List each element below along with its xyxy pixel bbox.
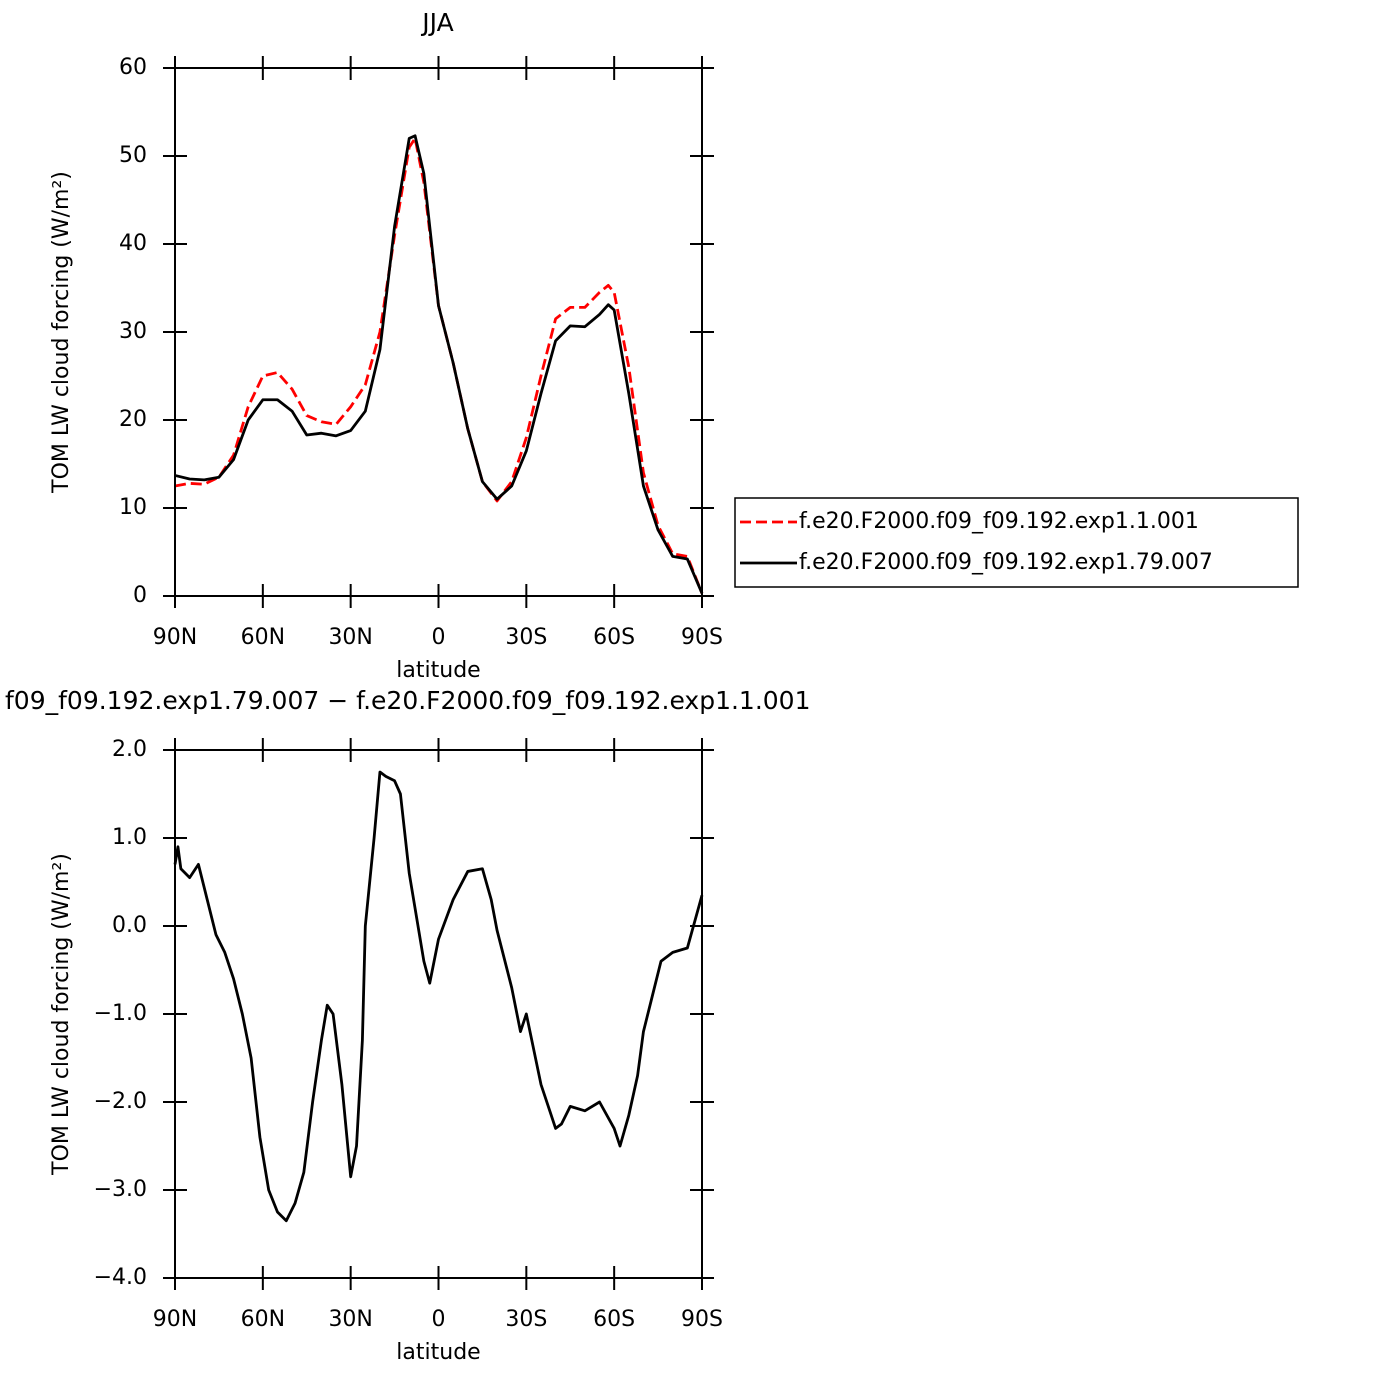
y-axis-label: TOM LW cloud forcing (W/m²) <box>49 853 74 1176</box>
y-tick-label: −2.0 <box>94 1089 147 1114</box>
x-tick-label: 90N <box>153 1307 197 1332</box>
y-tick-label: −3.0 <box>94 1177 147 1202</box>
data-line <box>174 134 704 594</box>
y-tick-label: 60 <box>119 55 147 80</box>
y-tick-label: 40 <box>119 231 147 256</box>
x-tick-label: 90N <box>153 625 197 650</box>
y-tick-label: −1.0 <box>94 1001 147 1026</box>
x-tick-label: 30S <box>505 1307 547 1332</box>
x-tick-label: 30N <box>328 625 372 650</box>
y-tick-label: 10 <box>119 495 147 520</box>
y-tick-label: −4.0 <box>94 1265 147 1290</box>
x-tick-label: 0 <box>432 625 446 650</box>
legend-label: f.e20.F2000.f09_f09.192.exp1.1.001 <box>799 509 1199 534</box>
x-tick-label: 30S <box>505 625 547 650</box>
plot-frame <box>174 749 703 1279</box>
x-tick-label: 60N <box>241 625 285 650</box>
y-tick-label: 50 <box>119 143 147 168</box>
x-tick-label: 30N <box>328 1307 372 1332</box>
x-tick-label: 90S <box>681 625 723 650</box>
data-line <box>173 770 704 1223</box>
x-tick-label: 0 <box>432 1307 446 1332</box>
chart-title: f09_f09.192.exp1.79.007 − f.e20.F2000.f0… <box>5 686 811 715</box>
y-tick-label: 0.0 <box>112 913 147 938</box>
x-tick-label: 60N <box>241 1307 285 1332</box>
x-tick-label: 60S <box>593 1307 635 1332</box>
y-tick-label: 20 <box>119 407 147 432</box>
x-tick-label: 90S <box>681 1307 723 1332</box>
y-tick-label: 2.0 <box>112 737 147 762</box>
legend-label: f.e20.F2000.f09_f09.192.exp1.79.007 <box>799 550 1213 575</box>
y-tick-label: 0 <box>133 583 147 608</box>
legend-box <box>734 497 1299 588</box>
x-axis-label: latitude <box>396 1340 480 1365</box>
chart-title: JJA <box>420 8 453 37</box>
y-tick-label: 1.0 <box>112 825 147 850</box>
x-axis-label: latitude <box>396 658 480 683</box>
x-tick-label: 60S <box>593 625 635 650</box>
y-axis-label: TOM LW cloud forcing (W/m²) <box>49 171 74 494</box>
y-tick-label: 30 <box>119 319 147 344</box>
